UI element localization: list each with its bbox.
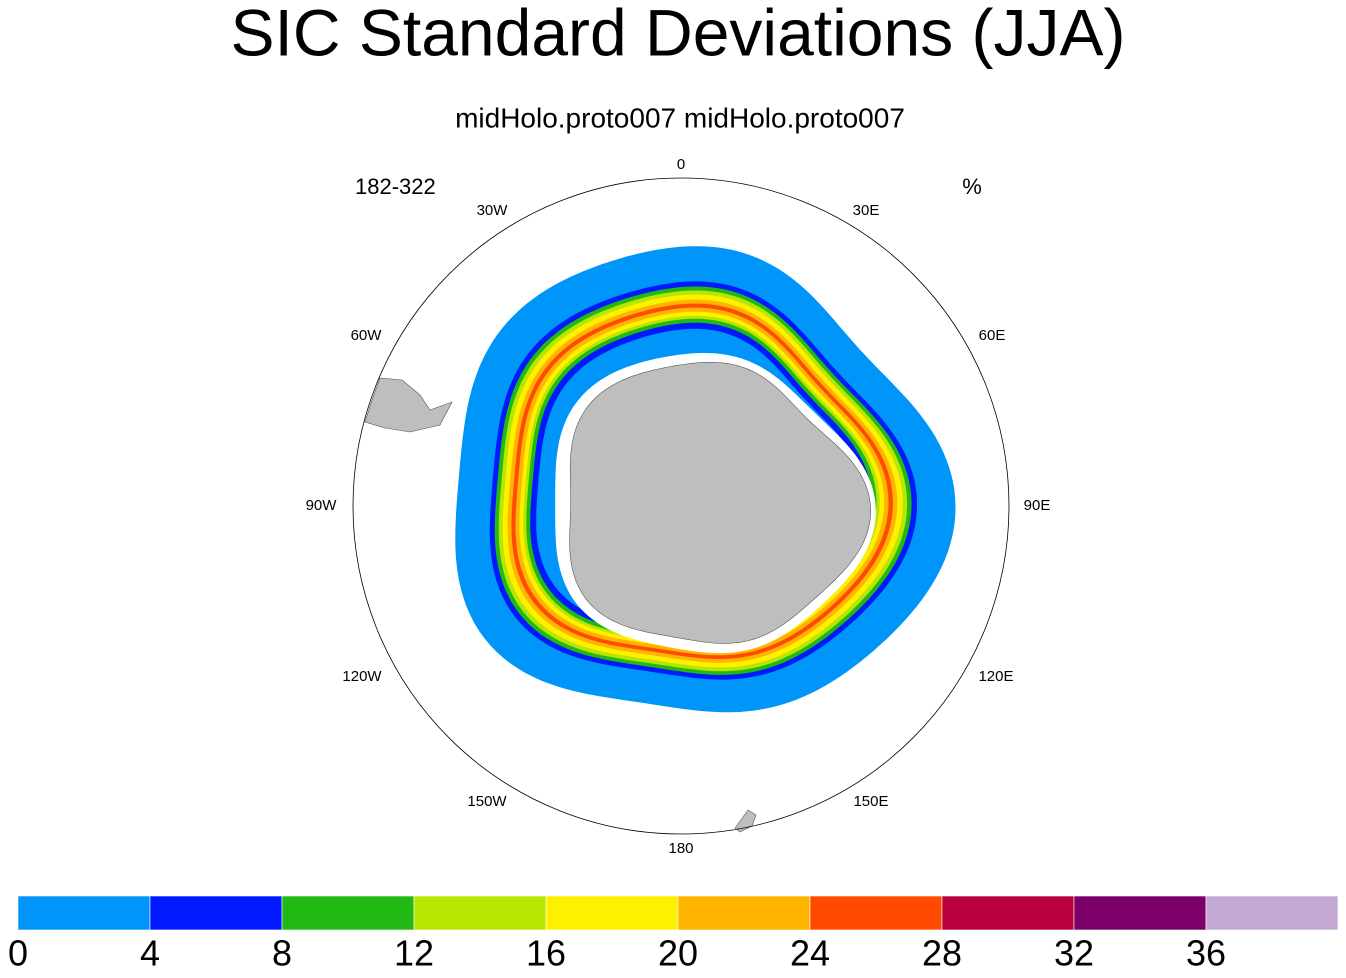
- lon-label: 30W: [477, 202, 509, 219]
- lon-label: 150E: [853, 793, 888, 810]
- colorbar-box: [809, 895, 943, 931]
- colorbar-label: 8: [272, 933, 292, 974]
- lon-label: 150W: [467, 793, 507, 810]
- lon-label: 180: [668, 840, 693, 857]
- colorbar-label: 16: [526, 933, 566, 974]
- colorbar-box: [17, 895, 151, 931]
- colorbar-label: 12: [394, 933, 434, 974]
- antarctica: [569, 362, 872, 644]
- colorbar-box: [281, 895, 415, 931]
- subtitle: midHolo.proto007 midHolo.proto007: [455, 102, 905, 133]
- colorbar-box: [545, 895, 679, 931]
- colorbar-box: [1073, 895, 1207, 931]
- colorbar-label: 0: [8, 933, 28, 974]
- colorbar-label: 36: [1186, 933, 1226, 974]
- lon-label: 90E: [1024, 497, 1051, 514]
- lon-label: 0: [677, 156, 685, 173]
- colorbar-label: 28: [922, 933, 962, 974]
- colorbar-box: [1205, 895, 1339, 931]
- colorbar-box: [941, 895, 1075, 931]
- colorbar-label: 24: [790, 933, 830, 974]
- colorbar-label: 32: [1054, 933, 1094, 974]
- colorbar-box: [677, 895, 811, 931]
- title: SIC Standard Deviations (JJA): [230, 0, 1125, 69]
- lon-label: 60E: [979, 327, 1006, 344]
- unit-label: %: [962, 174, 982, 199]
- lon-label: 60W: [351, 327, 383, 344]
- colorbar-box: [149, 895, 283, 931]
- map-border: [352, 177, 1010, 835]
- colorbar-label: 4: [140, 933, 160, 974]
- colorbar-box: [413, 895, 547, 931]
- left-label: 182-322: [355, 174, 436, 199]
- lon-label: 120W: [342, 668, 382, 685]
- colorbar-label: 20: [658, 933, 698, 974]
- colorbar: 0 4 8 12 16 20 24 28 32 36: [8, 895, 1339, 974]
- south-america: [364, 377, 453, 433]
- lon-label: 30E: [853, 202, 880, 219]
- lon-label: 120E: [978, 668, 1013, 685]
- polar-map: [364, 246, 956, 833]
- lon-label: 90W: [306, 497, 338, 514]
